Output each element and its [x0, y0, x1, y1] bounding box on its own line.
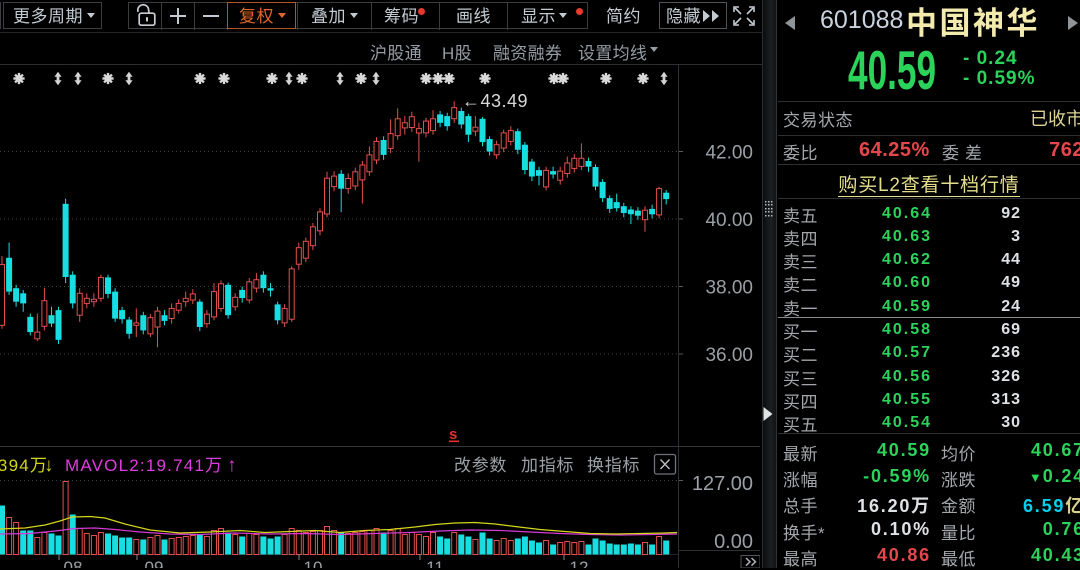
- svg-text:11: 11: [426, 558, 444, 568]
- svg-text:0.00: 0.00: [714, 531, 753, 553]
- svg-text:42.00: 42.00: [705, 143, 753, 164]
- svg-text:s: s: [449, 426, 457, 443]
- svg-text:.394万: .394万: [0, 456, 48, 475]
- svg-text:127.00: 127.00: [692, 473, 753, 495]
- svg-text:36.00: 36.00: [705, 345, 753, 366]
- svg-text:40.00: 40.00: [705, 210, 753, 231]
- svg-text:10: 10: [304, 558, 323, 568]
- svg-text:加指标: 加指标: [521, 456, 574, 475]
- svg-text:改参数: 改参数: [454, 456, 507, 475]
- svg-text:换指标: 换指标: [587, 456, 640, 475]
- svg-text:09: 09: [145, 558, 164, 568]
- svg-text:12: 12: [570, 558, 589, 568]
- svg-text:←43.49: ←43.49: [462, 91, 528, 111]
- svg-text:↓: ↓: [44, 455, 54, 476]
- svg-text:↑: ↑: [227, 455, 237, 476]
- svg-text:38.00: 38.00: [705, 278, 753, 299]
- svg-text:08: 08: [64, 558, 83, 568]
- svg-text:MAVOL2:19.741万: MAVOL2:19.741万: [65, 456, 223, 475]
